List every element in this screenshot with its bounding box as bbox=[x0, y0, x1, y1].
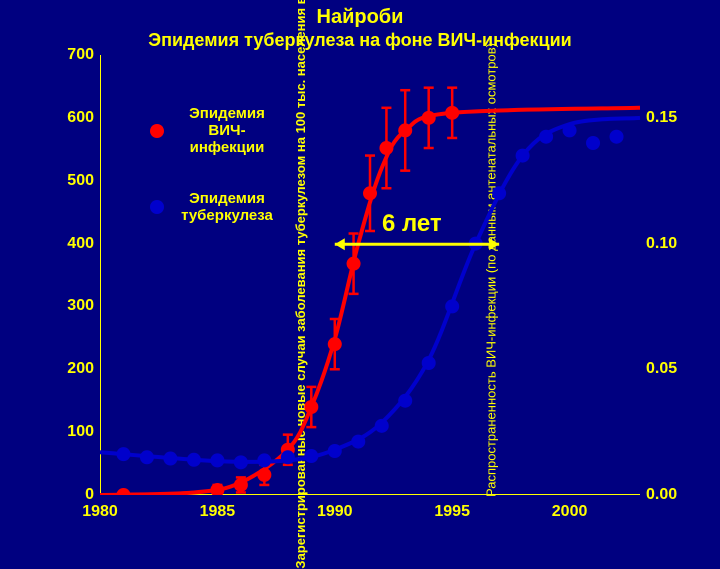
tb-point bbox=[210, 453, 224, 467]
y-left-tick-label: 600 bbox=[67, 109, 94, 127]
tb-point bbox=[375, 419, 389, 433]
tb-point bbox=[563, 123, 577, 137]
hiv-point bbox=[363, 186, 377, 200]
tb-point bbox=[116, 447, 130, 461]
tb-point bbox=[422, 356, 436, 370]
x-tick-label: 1985 bbox=[200, 503, 236, 521]
tb-point bbox=[187, 453, 201, 467]
annotation-label: 6 лет bbox=[382, 210, 442, 238]
y-left-tick-label: 500 bbox=[67, 172, 94, 190]
chart-title-main: Найроби bbox=[0, 6, 720, 29]
hiv-point bbox=[422, 111, 436, 125]
tb-point bbox=[610, 130, 624, 144]
y-left-tick-label: 100 bbox=[67, 423, 94, 441]
y-left-tick-label: 400 bbox=[67, 235, 94, 253]
legend-hiv: Эпидемия ВИЧ-инфекции bbox=[150, 105, 300, 156]
legend-marker-tb bbox=[150, 200, 164, 214]
hiv-point bbox=[116, 488, 130, 495]
tb-point bbox=[304, 449, 318, 463]
y-left-tick-label: 200 bbox=[67, 360, 94, 378]
hiv-point bbox=[398, 123, 412, 137]
x-tick-label: 1980 bbox=[82, 503, 118, 521]
legend-marker-hiv bbox=[150, 124, 164, 138]
tb-point bbox=[257, 453, 271, 467]
tb-point bbox=[163, 452, 177, 466]
y-right-tick-label: 0.00 bbox=[646, 486, 677, 504]
x-tick-label: 2000 bbox=[552, 503, 588, 521]
chart-title-sub: Эпидемия туберкулеза на фоне ВИЧ-инфекци… bbox=[0, 30, 720, 51]
tb-point bbox=[140, 450, 154, 464]
tb-point bbox=[398, 394, 412, 408]
hiv-point bbox=[234, 478, 248, 492]
hiv-point bbox=[328, 337, 342, 351]
hiv-point bbox=[347, 257, 361, 271]
y-left-tick-label: 300 bbox=[67, 297, 94, 315]
hiv-point bbox=[445, 106, 459, 120]
tb-point bbox=[492, 186, 506, 200]
tb-point bbox=[445, 299, 459, 313]
x-tick-label: 1995 bbox=[434, 503, 470, 521]
tb-point bbox=[586, 136, 600, 150]
y-right-tick-label: 0.15 bbox=[646, 109, 677, 127]
hiv-point bbox=[379, 141, 393, 155]
y-right-tick-label: 0.05 bbox=[646, 360, 677, 378]
tb-point bbox=[539, 130, 553, 144]
hiv-point bbox=[257, 468, 271, 482]
x-tick-label: 1990 bbox=[317, 503, 353, 521]
legend-tb: Эпидемия туберкулеза bbox=[150, 190, 300, 224]
tb-point bbox=[234, 455, 248, 469]
tb-point bbox=[328, 444, 342, 458]
tb-point bbox=[516, 149, 530, 163]
legend-label-tb: Эпидемия туберкулеза bbox=[172, 190, 282, 224]
legend-label-hiv: Эпидемия ВИЧ-инфекции bbox=[172, 105, 282, 156]
hiv-point bbox=[304, 400, 318, 414]
y-right-tick-label: 0.10 bbox=[646, 235, 677, 253]
y-left-tick-label: 700 bbox=[67, 46, 94, 64]
y-left-tick-label: 0 bbox=[85, 486, 94, 504]
tb-point bbox=[351, 435, 365, 449]
tb-point bbox=[281, 450, 295, 464]
